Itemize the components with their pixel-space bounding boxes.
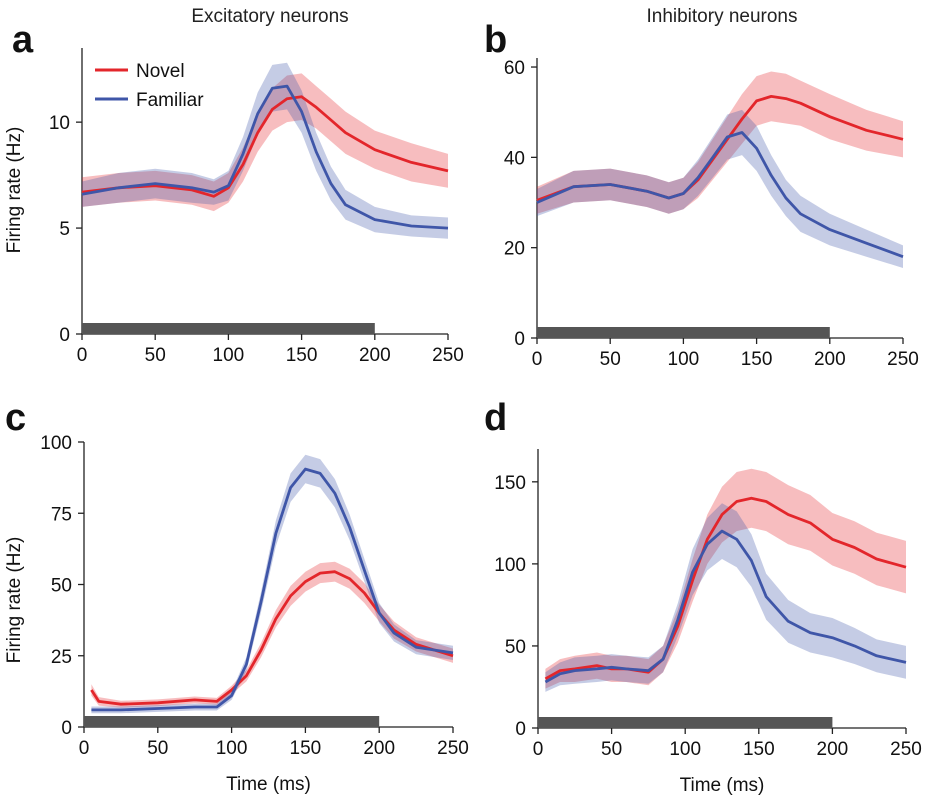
x-tick-label: 150: [286, 345, 318, 366]
y-axis-label: Firing rate (Hz): [4, 537, 25, 664]
error-band-familiar: [82, 62, 448, 239]
x-tick-label: 150: [741, 349, 773, 370]
error-band-familiar: [91, 454, 454, 714]
y-tick-label: 5: [59, 219, 70, 240]
x-tick-label: 250: [890, 739, 922, 760]
x-tick-label: 50: [147, 738, 168, 759]
x-tick-label: 150: [743, 739, 775, 760]
series-line-familiar: [536, 131, 904, 259]
panel-c: c Firing rate (Hz) Time (ms) 0 50 100 150 200 25…: [4, 397, 469, 795]
x-tick-label: 0: [532, 349, 543, 370]
stimulus-bar: [82, 323, 375, 334]
y-tick-label: 0: [515, 719, 526, 740]
error-band-familiar: [545, 503, 906, 692]
error-band-familiar: [537, 109, 903, 269]
column-title-inhibitory: Inhibitory neurons: [646, 6, 797, 27]
y-tick-label: 75: [51, 504, 72, 525]
x-tick-label: 0: [533, 739, 544, 760]
panel-letter-b: b: [484, 19, 507, 61]
panel-letter-a: a: [12, 19, 34, 61]
x-tick-label: 250: [437, 738, 469, 759]
y-tick-label: 40: [504, 148, 525, 169]
x-axis-label: Time (ms): [226, 774, 311, 795]
x-tick-label: 0: [79, 738, 90, 759]
x-tick-label: 100: [669, 739, 701, 760]
series-line-novel: [544, 496, 907, 681]
y-tick-label: 50: [51, 576, 72, 597]
error-band-novel: [91, 561, 454, 708]
panel-letter-c: c: [5, 397, 26, 439]
y-tick-label: 100: [494, 555, 526, 576]
series-line-familiar: [81, 84, 449, 230]
x-tick-label: 250: [887, 349, 919, 370]
series-line-familiar: [91, 467, 454, 712]
x-axis-label: Time (ms): [680, 775, 765, 796]
y-tick-label: 50: [505, 637, 526, 658]
error-band-novel: [82, 73, 448, 212]
stimulus-bar: [537, 327, 830, 338]
y-tick-label: 25: [51, 647, 72, 668]
legend-label-novel: Novel: [136, 61, 185, 82]
x-tick-label: 100: [216, 738, 248, 759]
panel-letter-d: d: [484, 397, 507, 439]
y-tick-label: 60: [504, 58, 525, 79]
legend-label-familiar: Familiar: [136, 90, 204, 111]
stimulus-bar: [84, 716, 380, 727]
column-title-excitatory: Excitatory neurons: [191, 6, 348, 27]
y-tick-label: 20: [504, 239, 525, 260]
x-tick-label: 100: [213, 345, 245, 366]
x-tick-label: 50: [145, 345, 166, 366]
y-axis-label: Firing rate (Hz): [4, 127, 25, 254]
x-tick-label: 200: [814, 349, 846, 370]
x-tick-label: 50: [600, 349, 621, 370]
stimulus-bar: [538, 717, 833, 728]
y-tick-label: 100: [40, 433, 72, 454]
x-tick-label: 50: [601, 739, 622, 760]
x-tick-label: 200: [359, 345, 391, 366]
x-tick-label: 200: [817, 739, 849, 760]
y-tick-label: 0: [59, 325, 70, 346]
y-tick-label: 0: [514, 329, 525, 350]
error-band-novel: [545, 468, 906, 689]
panel-b: b 0 50 100 150 200 250 0 20 40 60: [484, 19, 919, 370]
x-tick-label: 100: [668, 349, 700, 370]
x-tick-label: 250: [432, 345, 464, 366]
y-tick-label: 0: [61, 718, 72, 739]
x-tick-label: 200: [363, 738, 395, 759]
x-tick-label: 0: [77, 345, 88, 366]
panel-d: d Time (ms) 0 50 100 150 200 250 0 50 100 150: [484, 397, 922, 796]
series-line-novel: [81, 95, 449, 198]
panel-a: a Firing rate (Hz) 0 50 100 150 200 250 0 5 10 Nove…: [4, 19, 464, 366]
y-tick-label: 150: [494, 473, 526, 494]
x-tick-label: 150: [290, 738, 322, 759]
y-tick-label: 10: [49, 113, 70, 134]
series-line-familiar: [544, 529, 907, 684]
